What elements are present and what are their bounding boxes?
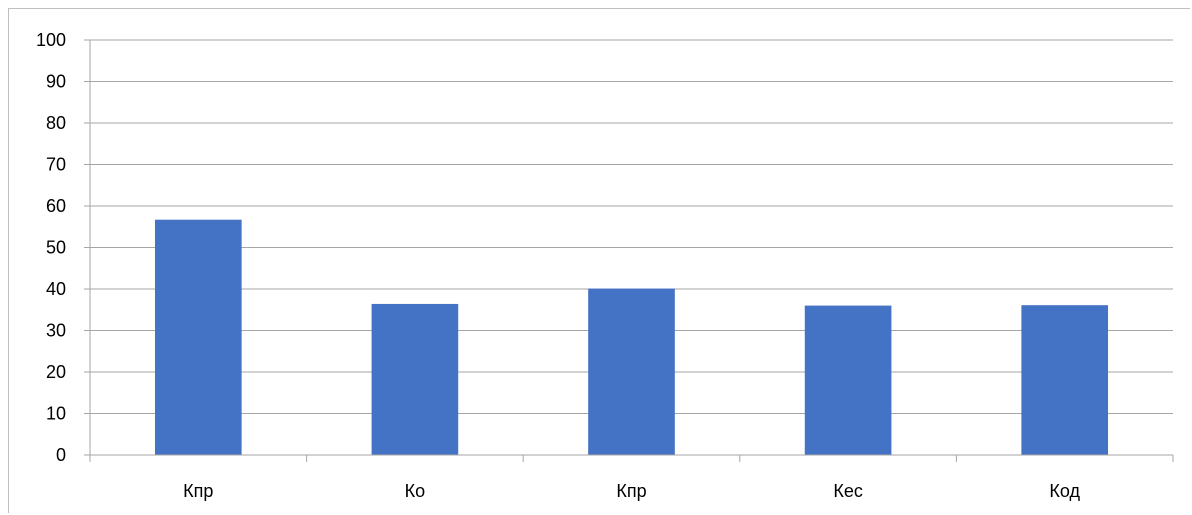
x-tick-label: Код xyxy=(1049,481,1080,501)
y-tick-label: 40 xyxy=(46,279,66,299)
x-tick-label: Кпр xyxy=(616,481,646,501)
y-tick-labels: 0 10 20 30 40 50 60 70 80 90 100 xyxy=(36,30,66,465)
bar xyxy=(804,305,892,455)
y-tick-label: 80 xyxy=(46,113,66,133)
y-tick-label: 10 xyxy=(46,404,66,424)
chart-frame xyxy=(8,8,1190,513)
y-tick-label: 50 xyxy=(46,238,66,258)
axis-layer xyxy=(84,39,1174,462)
y-tick-label: 100 xyxy=(36,30,66,50)
bar xyxy=(371,303,459,455)
bar-layer xyxy=(154,219,1109,455)
bar xyxy=(1021,305,1109,455)
y-tick-label: 70 xyxy=(46,155,66,175)
y-tick-label: 0 xyxy=(56,445,66,465)
y-tick-label: 90 xyxy=(46,72,66,92)
bar xyxy=(154,219,242,455)
bar xyxy=(588,288,675,455)
x-tick-label: Ко xyxy=(405,481,426,501)
y-tick-label: 60 xyxy=(46,196,66,216)
x-tick-label: Кес xyxy=(833,481,863,501)
x-tick-label: Кпр xyxy=(183,481,213,501)
x-tick-labels: Кпр Ко Кпр Кес Код xyxy=(183,481,1080,501)
y-tick-label: 30 xyxy=(46,321,66,341)
y-tick-label: 20 xyxy=(46,362,66,382)
